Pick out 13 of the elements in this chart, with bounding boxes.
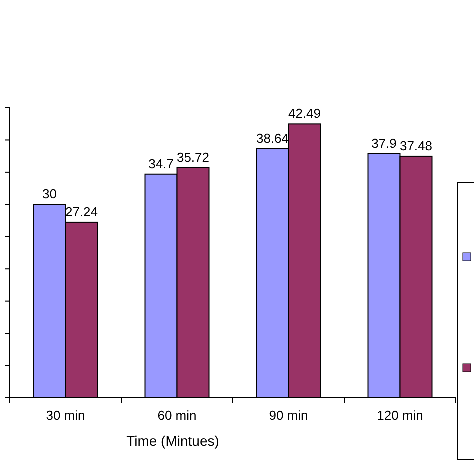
data-label: 37.9 <box>372 136 397 151</box>
data-label: 27.24 <box>65 204 98 220</box>
data-label: 37.48 <box>400 138 433 154</box>
data-label: 38.64 <box>256 130 290 146</box>
x-tick-label: 60 min <box>158 408 197 423</box>
data-label: 35.72 <box>176 150 210 165</box>
data-label: 30 <box>42 186 57 202</box>
x-tick-label: 120 min <box>377 408 424 423</box>
x-axis-title: Time (Mintues) <box>126 433 220 449</box>
data-label: 34.7 <box>148 156 174 172</box>
x-tick-label: 30 min <box>46 408 86 423</box>
data-label: 42.49 <box>288 106 322 122</box>
x-tick-label: 90 min <box>269 408 308 423</box>
